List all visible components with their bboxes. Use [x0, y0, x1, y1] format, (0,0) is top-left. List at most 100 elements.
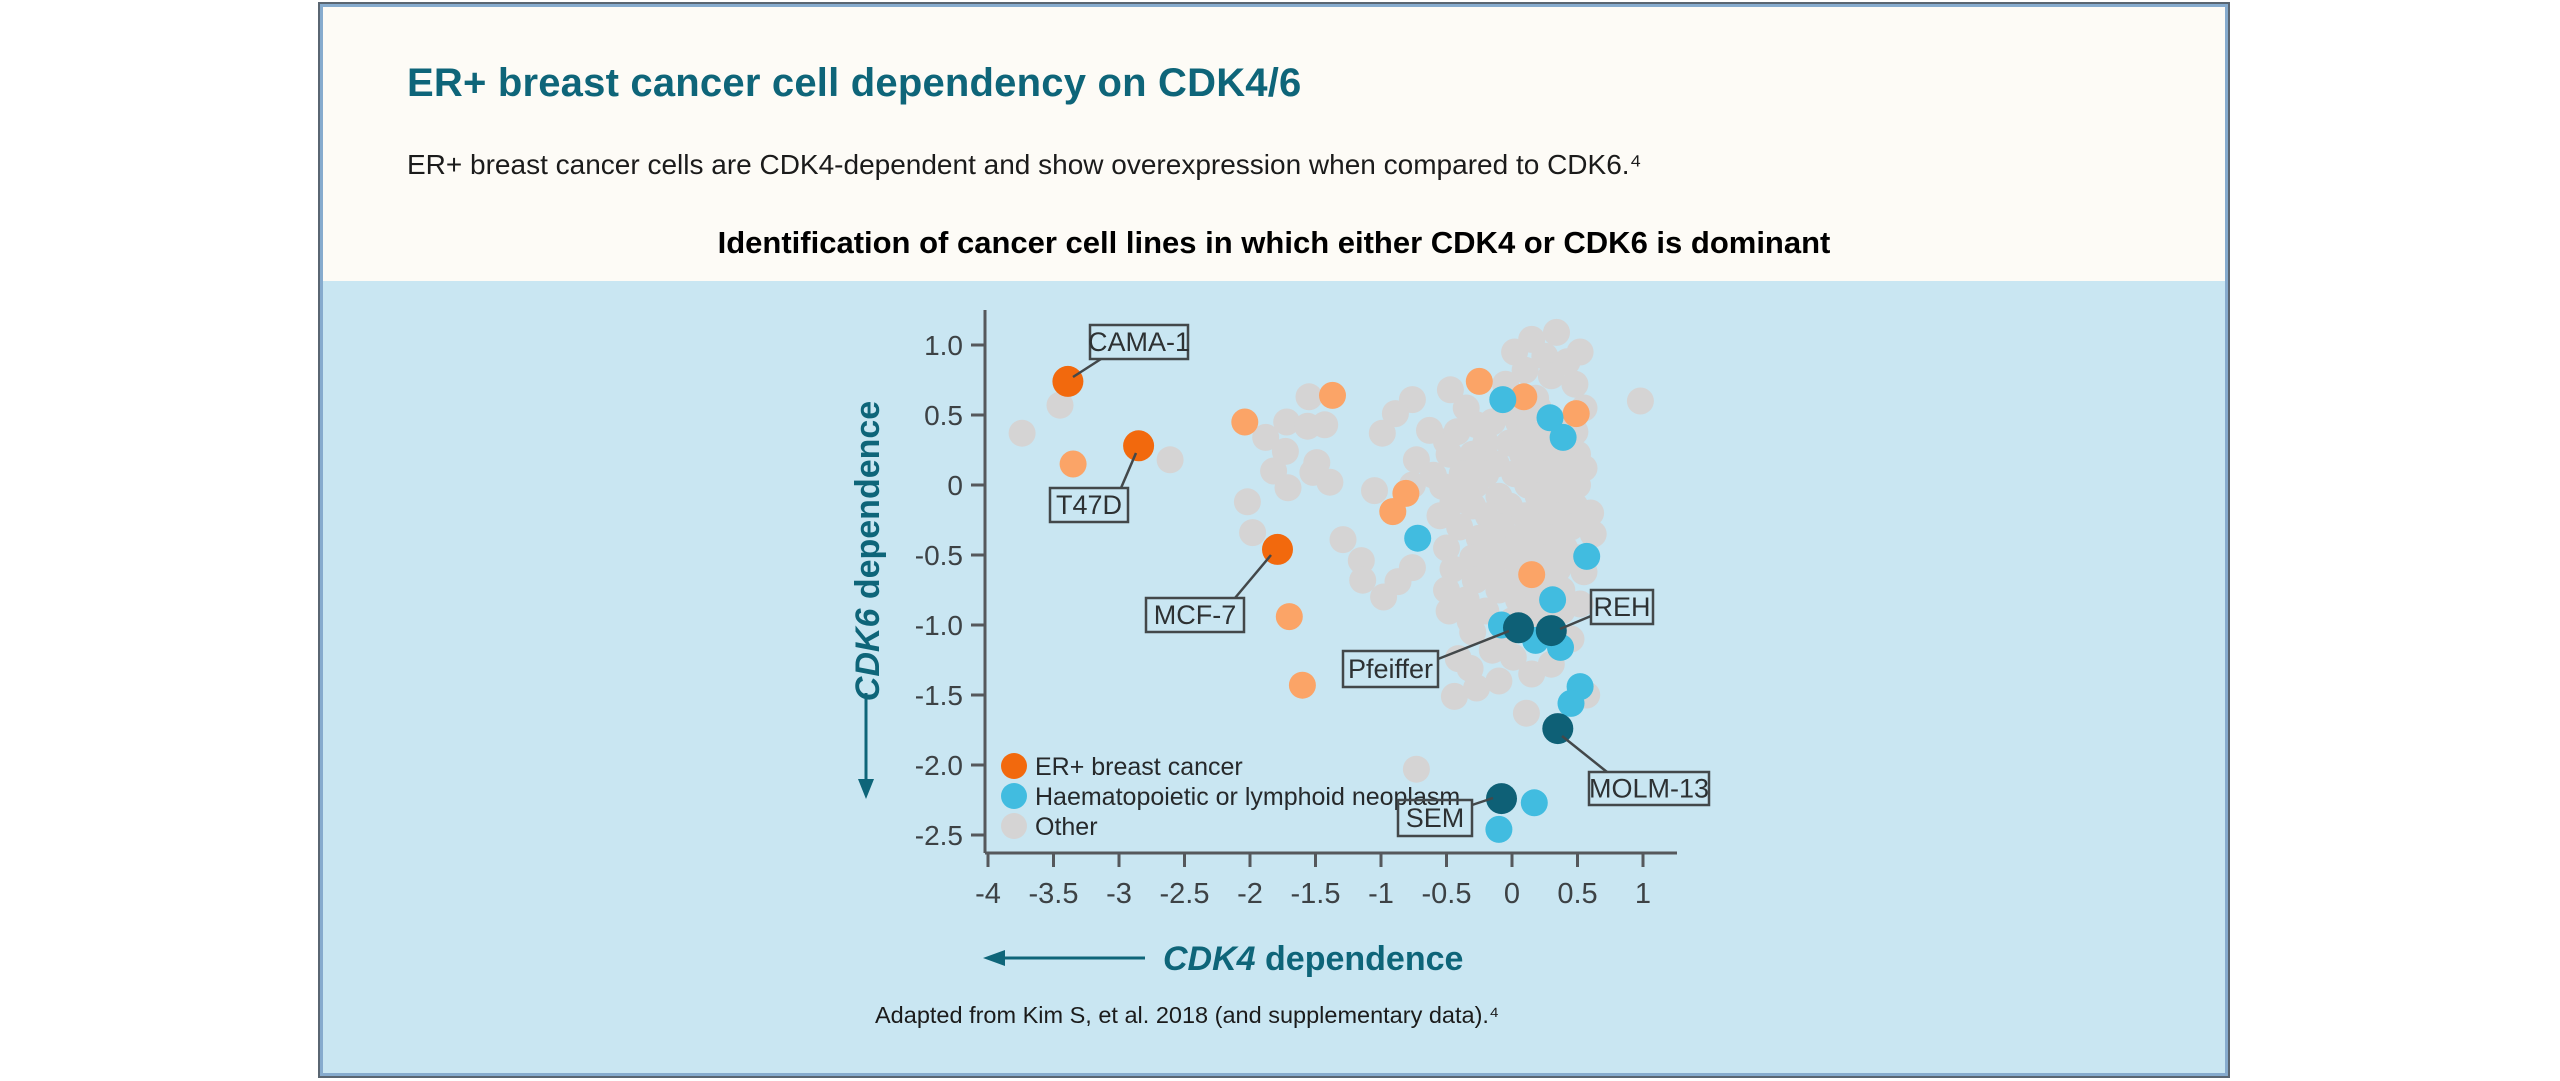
data-point	[1233, 488, 1261, 516]
annotation-label: MOLM-13	[1589, 774, 1709, 804]
legend-swatch	[1001, 813, 1027, 839]
data-point	[1459, 544, 1487, 572]
data-point	[1535, 615, 1567, 647]
data-point	[1512, 699, 1540, 727]
y-tick-label: 0	[947, 470, 963, 501]
x-tick-label: -3.5	[1029, 878, 1079, 910]
x-tick-label: -3	[1106, 878, 1132, 910]
data-point	[1486, 783, 1517, 815]
data-point	[1368, 419, 1396, 447]
data-point	[1478, 636, 1506, 664]
data-point	[1561, 370, 1589, 398]
annotation-box	[1396, 798, 1474, 838]
data-point	[1347, 547, 1375, 575]
data-point	[1316, 468, 1344, 496]
data-point	[1052, 365, 1084, 397]
data-point	[1542, 713, 1574, 745]
annotation-line	[1072, 357, 1102, 379]
legend-swatch	[1001, 783, 1027, 809]
data-point	[1402, 755, 1430, 783]
content-panel-inner: ER+ breast cancer cell dependency on CDK…	[320, 4, 2228, 1076]
data-point	[1573, 542, 1601, 570]
data-point	[1404, 524, 1432, 552]
data-point	[1537, 362, 1565, 390]
data-point	[1518, 561, 1546, 589]
data-point	[1295, 383, 1323, 411]
data-point	[1059, 450, 1087, 478]
data-point	[1536, 404, 1564, 432]
annotation-box	[1341, 649, 1440, 689]
annotation-box	[1144, 596, 1246, 634]
x-tick-label: 0	[1504, 878, 1520, 910]
data-point	[1440, 682, 1468, 710]
y-tick-label: 1.0	[924, 330, 963, 361]
data-point	[1452, 394, 1480, 422]
data-point	[1433, 534, 1460, 562]
x-tick-label: 0.5	[1557, 878, 1597, 910]
data-point	[1260, 457, 1288, 485]
annotation-label: REH	[1593, 592, 1650, 622]
annotation-line	[1234, 554, 1272, 599]
y-tick-label: 0.5	[924, 400, 963, 431]
data-point	[1379, 498, 1407, 526]
annotation-label: Pfeiffer	[1348, 654, 1433, 684]
y-tick-label: -2.0	[915, 750, 963, 781]
x-tick-label: -4	[975, 878, 1001, 910]
data-point	[1398, 554, 1426, 582]
data-point	[1549, 423, 1577, 451]
annotation-box	[1587, 770, 1711, 807]
page-subtitle: ER+ breast cancer cells are CDK4-depende…	[407, 149, 1642, 180]
data-point	[1349, 566, 1377, 594]
legend-label: Other	[1035, 813, 1098, 841]
data-point	[1557, 513, 1585, 541]
annotation-label: T47D	[1056, 490, 1122, 520]
data-point	[1485, 815, 1513, 843]
header-section: ER+ breast cancer cell dependency on CDK…	[323, 7, 2225, 281]
data-point	[1329, 526, 1357, 554]
data-point	[1566, 338, 1594, 366]
y-tick-label: -1.0	[915, 610, 963, 641]
chart-title: Identification of cancer cell lines in w…	[717, 225, 1831, 260]
data-point	[1503, 612, 1534, 644]
data-point	[1478, 408, 1506, 436]
data-point	[1435, 597, 1463, 625]
annotation-line	[1559, 614, 1592, 631]
x-axis-label: CDK4 dependence	[1163, 940, 1463, 978]
data-point	[1271, 437, 1299, 465]
x-tick-label: -2	[1237, 878, 1263, 910]
x-tick-label: -0.5	[1422, 878, 1472, 910]
data-point	[1459, 618, 1487, 646]
y-tick-label: -0.5	[915, 540, 963, 571]
x-tick-label: -1.5	[1291, 878, 1341, 910]
data-point	[1577, 499, 1605, 527]
annotation-box	[1088, 323, 1190, 361]
data-point	[1518, 660, 1546, 688]
data-point	[1463, 674, 1491, 702]
annotation-label: MCF-7	[1154, 600, 1237, 630]
y-tick-label: -1.5	[915, 680, 963, 711]
data-point	[1443, 418, 1471, 446]
data-point	[1311, 411, 1339, 439]
data-point	[1489, 386, 1517, 414]
data-point	[1461, 471, 1489, 499]
annotation-label: CAMA-1	[1088, 327, 1190, 357]
data-point	[1231, 408, 1259, 436]
chart-section: 1.0 0.5 0 -0.5 -1.0 -1.5 -2.0 -2.5 -4 -3.5 -3 -2.5-…	[323, 281, 2225, 1073]
data-point	[1543, 318, 1570, 346]
x-tick-label: -1	[1368, 878, 1394, 910]
data-point	[1562, 400, 1590, 428]
data-point	[1626, 387, 1654, 415]
y-axis-arrow-head	[858, 779, 874, 799]
data-point	[1539, 586, 1567, 614]
page-title: ER+ breast cancer cell dependency on CDK…	[407, 61, 1302, 105]
annotation-line	[1119, 452, 1138, 489]
data-point	[1510, 383, 1538, 411]
content-panel: ER+ breast cancer cell dependency on CDK…	[318, 2, 2230, 1078]
y-tick-label: -2.5	[915, 820, 963, 851]
data-point	[1046, 391, 1074, 419]
data-point	[1465, 367, 1493, 395]
data-point	[1273, 408, 1301, 436]
data-point	[1288, 671, 1316, 699]
source-note: Adapted from Kim S, et al. 2018 (and sup…	[875, 1002, 1499, 1028]
